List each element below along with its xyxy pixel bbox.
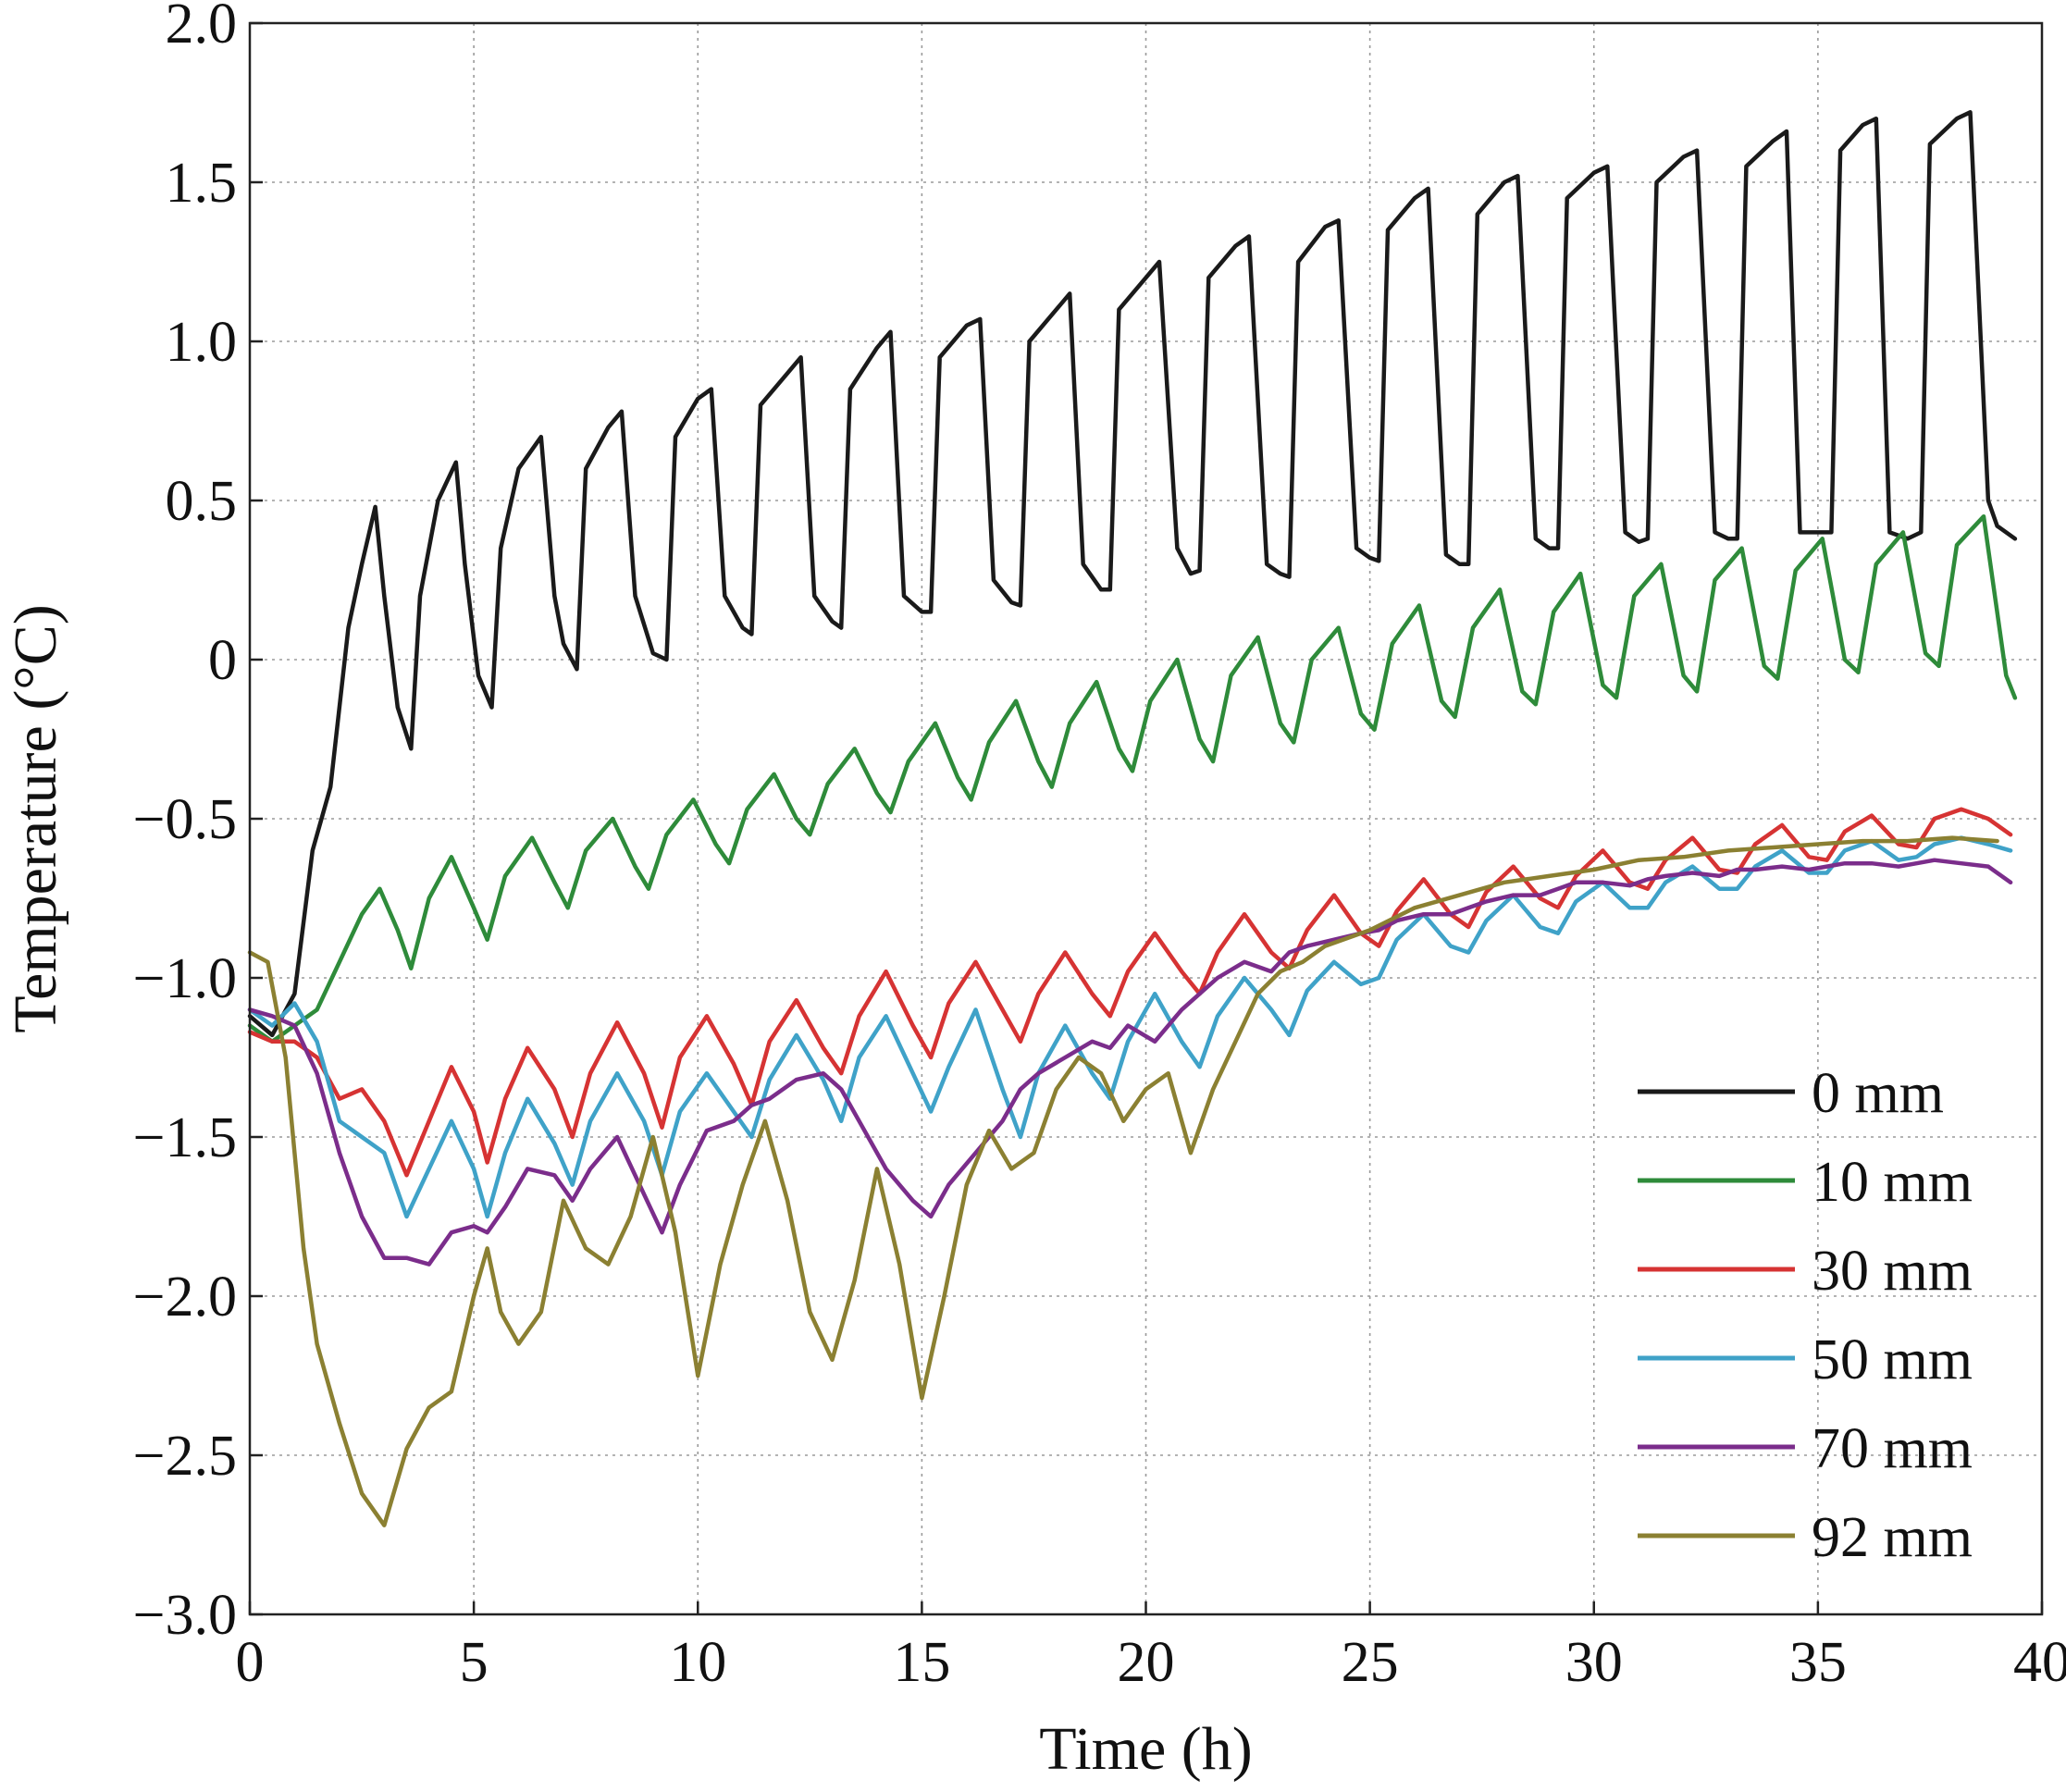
legend-label: 0 mm (1812, 1062, 1944, 1125)
x-tick-labels: 0 5 10 15 20 25 30 35 40 (236, 1631, 2066, 1694)
legend-label: 92 mm (1812, 1506, 1973, 1569)
series-layer (247, 110, 2018, 1527)
series-line-0-mm (247, 110, 2018, 1038)
x-axis-title: Time (h) (1039, 1715, 1252, 1783)
y-tick-label: −1.0 (133, 947, 237, 1010)
legend-label: 50 mm (1812, 1329, 1973, 1391)
series-line-92-mm (247, 835, 1999, 1527)
x-tick-label: 40 (2013, 1631, 2066, 1694)
series-line-30-mm (247, 807, 2013, 1178)
x-tick-label: 20 (1118, 1631, 1175, 1694)
y-tick-label: 0.5 (166, 470, 238, 533)
series-line-70-mm (247, 858, 2013, 1267)
x-tick-label: 15 (893, 1631, 950, 1694)
y-tick-label: −2.5 (133, 1425, 237, 1488)
y-tick-label: 1.0 (166, 311, 238, 374)
x-tick-label: 25 (1342, 1631, 1399, 1694)
y-tick-labels: −3.0 −2.5 −2.0 −1.5 −1.0 −0.5 0 0.5 1.0 1.5 2.0 (133, 0, 237, 1647)
legend-label: 70 mm (1812, 1417, 1973, 1480)
legend: 0 mm 10 mm 30 mm 50 mm 70 mm 92 mm (1638, 1062, 1973, 1569)
legend-label: 30 mm (1812, 1240, 1973, 1303)
series-line-50-mm (247, 835, 2013, 1219)
series-line-10-mm (247, 513, 2018, 1044)
x-tick-label: 10 (669, 1631, 726, 1694)
y-tick-label: 2.0 (166, 0, 238, 56)
y-axis-title: Temperature (°C) (2, 604, 69, 1032)
y-tick-label: −0.5 (133, 788, 237, 851)
y-tick-label: −1.5 (133, 1106, 237, 1169)
y-tick-label: 0 (208, 629, 237, 692)
tick-layer (248, 21, 2044, 1616)
y-tick-label: −2.0 (133, 1266, 237, 1329)
x-tick-label: 0 (236, 1631, 265, 1694)
x-tick-label: 5 (460, 1631, 489, 1694)
y-tick-label: −3.0 (133, 1584, 237, 1647)
y-tick-label: 1.5 (166, 152, 238, 215)
x-tick-label: 30 (1565, 1631, 1623, 1694)
x-tick-label: 35 (1789, 1631, 1847, 1694)
grid-layer (250, 23, 2042, 1614)
legend-label: 10 mm (1812, 1151, 1973, 1214)
